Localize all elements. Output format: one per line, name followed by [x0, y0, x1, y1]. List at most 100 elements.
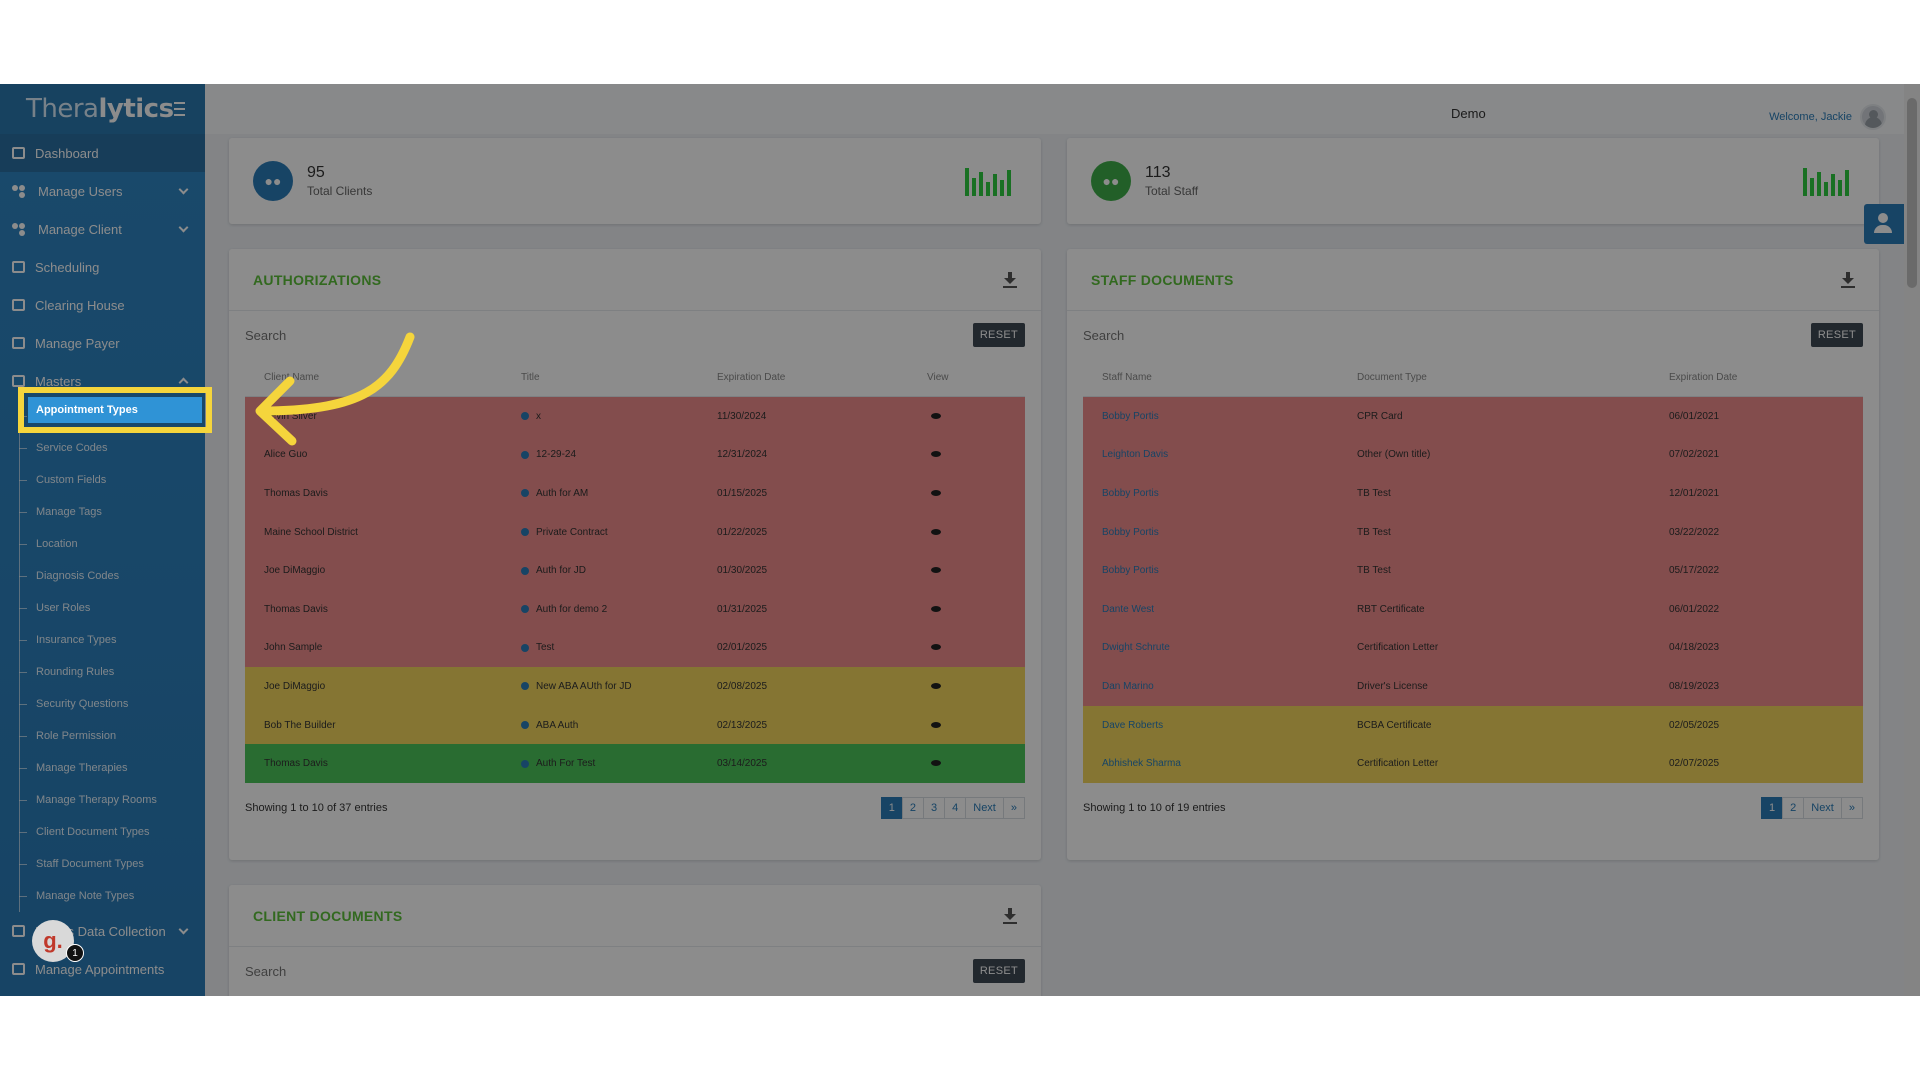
info-icon[interactable]	[521, 682, 529, 691]
expiration-date: 01/30/2025	[717, 565, 768, 577]
eye-icon[interactable]	[931, 489, 941, 496]
submenu-item[interactable]: Staff Document Types	[0, 848, 205, 880]
submenu-item-label: Diagnosis Codes	[36, 570, 120, 582]
user-search-icon[interactable]	[1864, 204, 1904, 244]
page-button[interactable]: 3	[923, 796, 946, 819]
eye-icon[interactable]	[931, 528, 941, 535]
info-icon[interactable]	[521, 759, 529, 768]
eye-icon[interactable]	[931, 605, 941, 612]
sidebar-item-masters[interactable]: Masters	[0, 362, 205, 400]
submenu-item[interactable]: Insurance Types	[0, 624, 205, 656]
submenu-item[interactable]: Service Codes	[0, 432, 205, 464]
eye-icon[interactable]	[931, 567, 941, 574]
reset-button[interactable]: RESET	[1810, 323, 1863, 347]
info-icon[interactable]	[521, 566, 529, 575]
column-header[interactable]: Staff Name	[1102, 372, 1152, 383]
info-icon[interactable]	[521, 489, 529, 498]
search-input[interactable]	[1083, 327, 1383, 343]
sidebar-item-dashboard[interactable]: Dashboard	[0, 134, 205, 172]
staff-name-link[interactable]: Dante West	[1102, 603, 1155, 615]
table-row: Joe DiMaggio New ABA AUth for JD 02/08/202…	[245, 667, 1025, 706]
eye-icon[interactable]	[931, 644, 941, 651]
page-button[interactable]: 2	[901, 796, 924, 819]
eye-icon[interactable]	[931, 412, 941, 419]
page-button[interactable]: 1	[880, 796, 903, 819]
page-button[interactable]: »	[1002, 796, 1025, 819]
staff-name-link[interactable]: Bobby Portis	[1102, 410, 1159, 422]
download-icon[interactable]	[1003, 907, 1017, 924]
search-input[interactable]	[245, 327, 545, 343]
document-type: TB Test	[1357, 487, 1391, 499]
submenu-item[interactable]: Security Questions	[0, 688, 205, 720]
column-header[interactable]: Title	[521, 372, 540, 383]
mini-bar-chart-icon	[1800, 166, 1849, 196]
sidebar-item-manage-client[interactable]: Manage Client	[0, 210, 205, 248]
page-button[interactable]: 4	[944, 796, 967, 819]
column-header[interactable]: Document Type	[1357, 372, 1427, 383]
database-icon	[12, 925, 25, 937]
staff-name-link[interactable]: Bobby Portis	[1102, 487, 1159, 499]
submenu-item[interactable]: Client Document Types	[0, 816, 205, 848]
staff-name-link[interactable]: Leighton Davis	[1102, 449, 1169, 461]
organization-select[interactable]: Demo	[1451, 106, 1486, 121]
user-menu[interactable]: Welcome, Jackie	[1769, 104, 1886, 130]
logo[interactable]: Theralytics	[26, 94, 174, 124]
sidebar-item-manage-payer[interactable]: Manage Payer	[0, 324, 205, 362]
submenu-item[interactable]: User Roles	[0, 592, 205, 624]
column-header[interactable]: Expiration Date	[717, 372, 786, 383]
sidebar-item-scheduling[interactable]: Scheduling	[0, 248, 205, 286]
sidebar-item-manage-users[interactable]: Manage Users	[0, 172, 205, 210]
staff-name-link[interactable]: Dave Roberts	[1102, 719, 1164, 731]
submenu-item[interactable]: Rounding Rules	[0, 656, 205, 688]
eye-icon[interactable]	[931, 682, 941, 689]
info-icon[interactable]	[521, 643, 529, 652]
client-name: Joe DiMaggio	[264, 680, 326, 692]
highlighted-appointment-types[interactable]: Appointment Types	[28, 397, 202, 423]
staff-name-link[interactable]: Bobby Portis	[1102, 565, 1159, 577]
submenu-item[interactable]: Manage Therapies	[0, 752, 205, 784]
sidebar-item-manage-appointments[interactable]: Manage Appointments	[0, 950, 205, 988]
page-button[interactable]: Next	[1803, 796, 1842, 819]
scrollbar[interactable]	[1904, 84, 1920, 996]
menu-toggle-icon[interactable]	[173, 102, 185, 116]
submenu-item[interactable]: Manage Note Types	[0, 880, 205, 912]
info-icon[interactable]	[521, 721, 529, 730]
sidebar-item-masters-data-collection[interactable]: Mastrs Data Collection	[0, 912, 205, 950]
database-icon	[12, 375, 25, 387]
column-header[interactable]: Expiration Date	[1669, 372, 1738, 383]
staff-name-link[interactable]: Abhishek Sharma	[1102, 758, 1181, 770]
expiration-date: 12/31/2024	[717, 449, 768, 461]
page-button[interactable]: 1	[1761, 796, 1784, 819]
client-name: Bob The Builder	[264, 719, 336, 731]
info-icon[interactable]	[521, 605, 529, 614]
sidebar-item-clearing-house[interactable]: Clearing House	[0, 286, 205, 324]
search-input[interactable]	[245, 963, 545, 979]
submenu-item[interactable]: Location	[0, 528, 205, 560]
page-button[interactable]: 2	[1782, 796, 1805, 819]
eye-icon[interactable]	[931, 760, 941, 767]
info-icon[interactable]	[521, 528, 529, 537]
panel-title: CLIENT DOCUMENTS	[253, 907, 403, 924]
eye-icon[interactable]	[931, 721, 941, 728]
eye-icon[interactable]	[931, 451, 941, 458]
page-button[interactable]: Next	[965, 796, 1004, 819]
reset-button[interactable]: RESET	[972, 959, 1025, 983]
staff-name-link[interactable]: Bobby Portis	[1102, 526, 1159, 538]
reset-button[interactable]: RESET	[972, 323, 1025, 347]
submenu-item[interactable]: Manage Tags	[0, 496, 205, 528]
staff-name-link[interactable]: Dan Marino	[1102, 680, 1154, 692]
dashboard-icon	[12, 147, 25, 159]
staff-name-link[interactable]: Dwight Schrute	[1102, 642, 1170, 654]
download-icon[interactable]	[1003, 271, 1017, 288]
submenu-item[interactable]: Manage Therapy Rooms	[0, 784, 205, 816]
submenu-item[interactable]: Diagnosis Codes	[0, 560, 205, 592]
table-row: Dwight Schrute Certification Letter 04/18/…	[1083, 628, 1863, 668]
info-icon[interactable]	[521, 450, 529, 459]
download-icon[interactable]	[1841, 271, 1855, 288]
info-icon[interactable]	[521, 412, 529, 421]
submenu-item[interactable]: Custom Fields	[0, 464, 205, 496]
page-button[interactable]: »	[1840, 796, 1863, 819]
auth-title: Test	[521, 642, 717, 653]
auth-title: Auth for AM	[521, 488, 717, 499]
submenu-item[interactable]: Role Permission	[0, 720, 205, 752]
